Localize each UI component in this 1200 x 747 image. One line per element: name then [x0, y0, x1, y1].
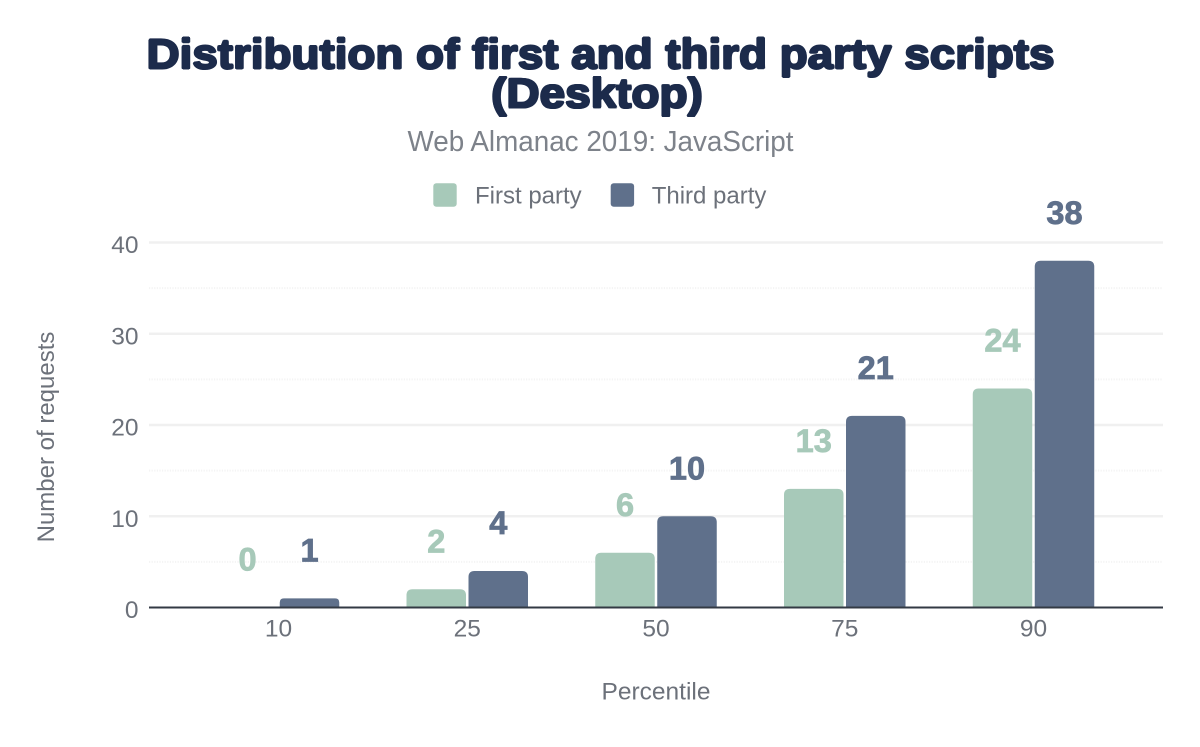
svg-text:Distribution of first and thir: Distribution of first and third party sc…	[147, 30, 1055, 77]
svg-text:2: 2	[427, 523, 445, 559]
svg-text:Distribution of first and thir: Distribution of first and third party sc…	[145, 31, 1053, 78]
svg-text:30: 30	[111, 323, 138, 350]
svg-text:6: 6	[616, 487, 634, 523]
svg-text:38: 38	[1046, 195, 1082, 231]
svg-text:(Desktop): (Desktop)	[490, 69, 702, 116]
svg-text:Third party: Third party	[652, 183, 767, 210]
svg-text:(Desktop): (Desktop)	[492, 70, 704, 117]
svg-text:10: 10	[265, 616, 292, 643]
svg-text:Distribution of first and thir: Distribution of first and third party sc…	[147, 32, 1055, 79]
svg-text:25: 25	[454, 616, 481, 643]
svg-text:(Desktop): (Desktop)	[491, 70, 703, 117]
svg-text:21: 21	[858, 350, 894, 386]
svg-text:Web Almanac 2019: JavaScript: Web Almanac 2019: JavaScript	[408, 126, 794, 158]
svg-text:13: 13	[796, 423, 832, 459]
svg-text:75: 75	[831, 616, 858, 643]
svg-text:Distribution of first and thir: Distribution of first and third party sc…	[147, 32, 1055, 79]
svg-text:50: 50	[642, 616, 669, 643]
svg-text:Percentile: Percentile	[602, 679, 711, 706]
svg-text:0: 0	[125, 597, 139, 624]
svg-text:10: 10	[669, 450, 705, 486]
svg-text:90: 90	[1020, 616, 1047, 643]
svg-text:1: 1	[300, 532, 318, 568]
svg-text:Distribution of first and thir: Distribution of first and third party sc…	[148, 31, 1056, 78]
svg-text:Distribution of first and thir: Distribution of first and third party sc…	[147, 30, 1055, 77]
svg-text:0: 0	[238, 542, 256, 578]
svg-text:(Desktop): (Desktop)	[490, 71, 702, 118]
svg-text:First party: First party	[475, 183, 582, 210]
svg-text:Distribution of first and thir: Distribution of first and third party sc…	[147, 31, 1055, 78]
svg-text:Distribution of first and thir: Distribution of first and third party sc…	[146, 30, 1054, 77]
svg-text:4: 4	[489, 505, 507, 541]
svg-text:(Desktop): (Desktop)	[490, 70, 702, 117]
svg-text:20: 20	[111, 415, 138, 442]
svg-text:(Desktop): (Desktop)	[491, 71, 703, 118]
svg-text:(Desktop): (Desktop)	[492, 69, 704, 116]
svg-text:Distribution of first and thir: Distribution of first and third party sc…	[146, 32, 1054, 79]
svg-text:Number of requests: Number of requests	[33, 332, 60, 543]
svg-text:(Desktop): (Desktop)	[492, 71, 704, 118]
svg-text:24: 24	[984, 323, 1020, 359]
svg-text:(Desktop): (Desktop)	[491, 69, 703, 116]
svg-text:10: 10	[111, 506, 138, 533]
svg-text:40: 40	[111, 232, 138, 259]
